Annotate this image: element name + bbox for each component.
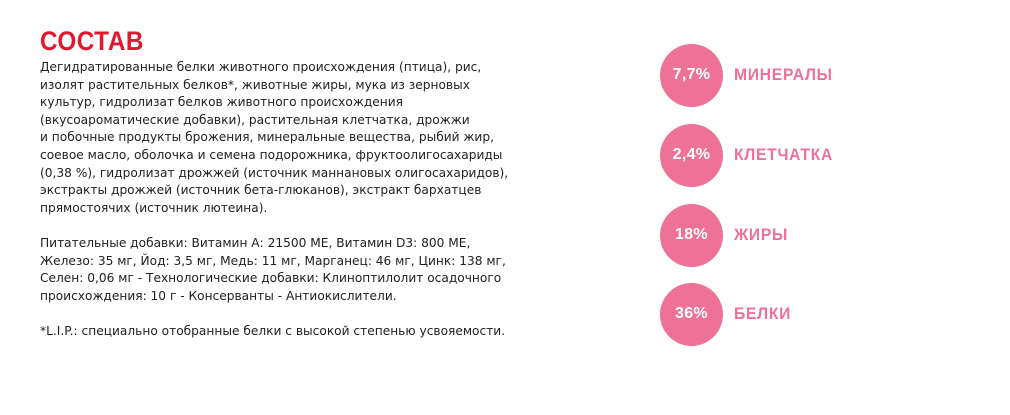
- stat-circle: 18%: [660, 203, 723, 267]
- ingredients-line: и побочные продукты брожения, минеральны…: [40, 130, 494, 145]
- additives-paragraph: Питательные добавки: Витамин А: 21500 МЕ…: [40, 235, 560, 305]
- additives-line: Железо: 35 мг, Йод: 3,5 мг, Медь: 11 мг,…: [40, 253, 506, 268]
- ingredients-line: культур, гидролизат белков животного про…: [40, 95, 403, 110]
- stat-value: 7,7%: [672, 66, 711, 83]
- stat-fiber: 2,4% КЛЕТЧАТКА: [660, 123, 842, 187]
- stat-label: МИНЕРАЛЫ: [734, 65, 833, 84]
- composition-section: СОСТАВ Дегидратированные белки животного…: [40, 25, 560, 341]
- ingredients-line: прямостоячих (источник лютеина).: [40, 200, 268, 215]
- ingredients-line: изолят растительных белков*, животные жи…: [40, 77, 470, 92]
- additives-line: Селен: 0,06 мг - Технологические добавки…: [40, 271, 502, 286]
- footnote-text: *L.I.P.: специально отобранные белки с в…: [40, 323, 506, 338]
- ingredients-line: соевое масло, оболочка и семена подорожн…: [40, 147, 503, 162]
- stat-label: БЕЛКИ: [734, 304, 792, 323]
- stat-label: КЛЕТЧАТКА: [734, 145, 834, 164]
- stat-minerals: 7,7% МИНЕРАЛЫ: [660, 43, 841, 107]
- stat-fats: 18% ЖИРЫ: [660, 203, 793, 267]
- stat-proteins: 36% БЕЛКИ: [660, 282, 796, 346]
- ingredients-line: (вкусоароматические добавки), растительн…: [40, 112, 470, 127]
- stat-circle: 36%: [660, 282, 723, 346]
- composition-title: СОСТАВ: [40, 26, 144, 56]
- additives-line: происхождения: 10 г - Консерванты - Анти…: [40, 288, 397, 303]
- additives-line: Питательные добавки: Витамин А: 21500 МЕ…: [40, 235, 471, 250]
- stat-value: 36%: [675, 305, 708, 322]
- ingredients-line: Дегидратированные белки животного происх…: [40, 60, 482, 74]
- ingredients-line: экстракты дрожжей (источник бета-глюкано…: [40, 183, 482, 198]
- stat-circle: 2,4%: [660, 123, 723, 187]
- ingredients-paragraph: Дегидратированные белки животного происх…: [40, 59, 560, 217]
- ingredients-line: (0,38 %), гидролизат дрожжей (источник м…: [40, 165, 509, 180]
- footnote: *L.I.P.: специально отобранные белки с в…: [40, 323, 560, 341]
- stat-circle: 7,7%: [660, 43, 723, 107]
- stat-label: ЖИРЫ: [734, 225, 789, 244]
- stat-value: 18%: [675, 226, 708, 243]
- stat-value: 2,4%: [672, 146, 711, 163]
